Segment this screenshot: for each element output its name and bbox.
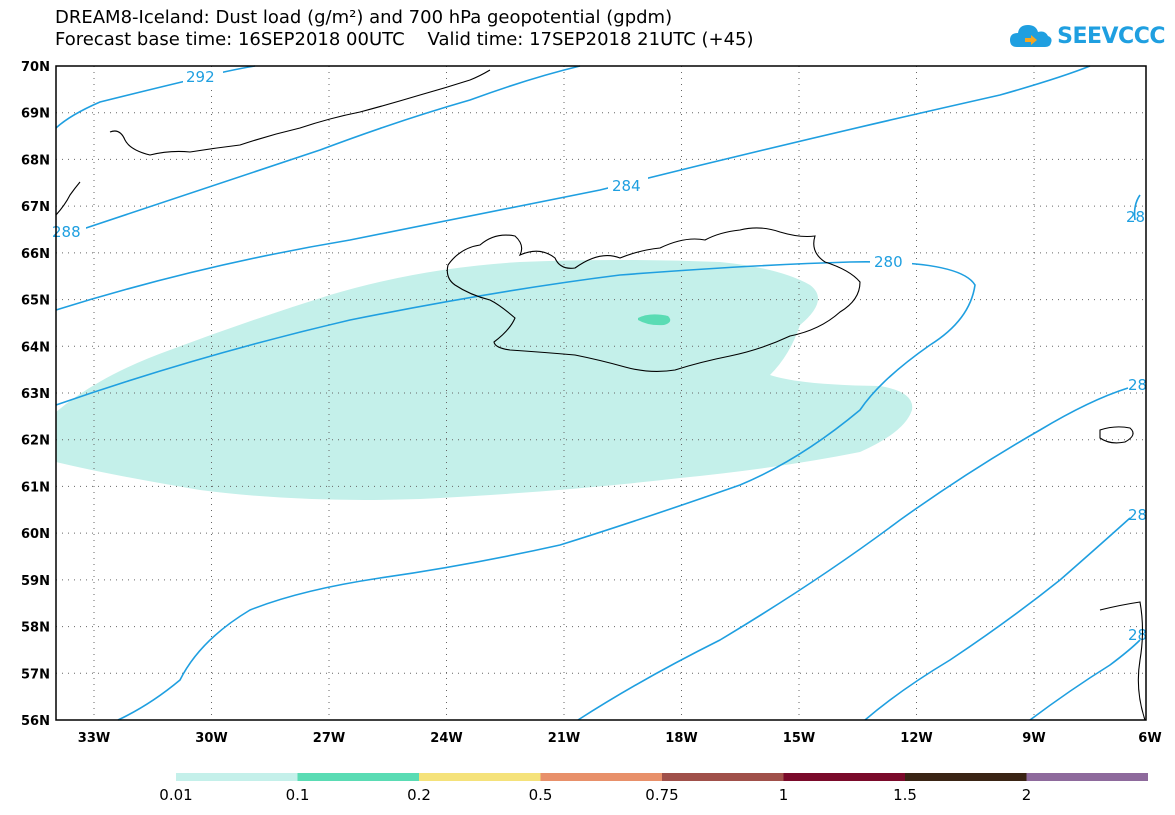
- contour-label-292: 292: [186, 68, 215, 86]
- dust-area-medium: [638, 314, 671, 326]
- geopotential-contours: [55, 65, 1141, 721]
- contour-276a: [577, 387, 1129, 721]
- coastlines: [55, 69, 1146, 721]
- lat-label: 70N: [21, 60, 50, 75]
- seevccc-logo: SEEVCCC: [1009, 18, 1165, 54]
- lon-label: 27W: [313, 731, 345, 746]
- logo-text: SEEVCCC: [1057, 23, 1165, 49]
- lat-label: 62N: [21, 434, 50, 449]
- legend-label: 1: [779, 786, 789, 804]
- legend-swatch: [905, 773, 1027, 781]
- legend-label: 0.2: [407, 786, 431, 804]
- latitude-labels: 70N 69N 68N 67N 66N 65N 64N 63N 62N 61N 60N 59N 58N 5…: [21, 60, 50, 729]
- greenland-coast-west: [55, 181, 81, 216]
- lat-label: 69N: [21, 107, 50, 122]
- lat-label: 61N: [21, 480, 50, 495]
- iceland-coast: [446, 227, 861, 373]
- legend-swatch: [783, 773, 905, 781]
- lat-label: 64N: [21, 340, 50, 355]
- faroe-islands: [1099, 426, 1134, 444]
- lat-label: 60N: [21, 527, 50, 542]
- cloud-icon: [1010, 25, 1052, 47]
- contour-label-28-b: 28: [1128, 376, 1147, 394]
- legend-label: 0.75: [645, 786, 678, 804]
- lon-label: 15W: [783, 731, 815, 746]
- legend-swatch: [540, 773, 662, 781]
- lat-label: 57N: [21, 667, 50, 682]
- lon-label: 24W: [430, 731, 462, 746]
- legend-swatch: [297, 773, 419, 781]
- contour-276b: [864, 517, 1131, 721]
- lat-label: 68N: [21, 153, 50, 168]
- legend-swatch: [662, 773, 784, 781]
- legend-swatch: [419, 773, 541, 781]
- lon-label: 18W: [665, 731, 697, 746]
- contour-label-28-c: 28: [1128, 506, 1147, 524]
- contour-276c: [1133, 194, 1141, 221]
- contour-label-group: 292 288 284 280 28 28 28 28: [52, 67, 1147, 644]
- lon-label: 21W: [548, 731, 580, 746]
- longitude-labels: 33W 30W 27W 24W 21W 18W 15W 12W 9W 6W: [78, 731, 1162, 746]
- lat-label: 56N: [21, 714, 50, 729]
- legend-label: 1.5: [893, 786, 917, 804]
- color-legend: 0.01 0.1 0.2 0.5 0.75 1 1.5 2: [159, 773, 1148, 804]
- contour-label-284: 284: [612, 177, 641, 195]
- contour-label-288: 288: [52, 223, 81, 241]
- map-title: DREAM8-Iceland: Dust load (g/m²) and 700…: [55, 7, 673, 28]
- lon-label: 12W: [900, 731, 932, 746]
- lon-label: 9W: [1022, 731, 1045, 746]
- map-frame: [55, 65, 1147, 721]
- greenland-coast: [109, 69, 491, 156]
- scotland-coast: [1099, 601, 1146, 721]
- contour-272: [1029, 639, 1141, 721]
- lat-label: 63N: [21, 387, 50, 402]
- contour-label-28-a: 28: [1126, 208, 1145, 226]
- contour-284: [55, 65, 1091, 311]
- legend-swatch: [1026, 773, 1148, 781]
- lat-label: 59N: [21, 574, 50, 589]
- contour-label-28-d: 28: [1128, 626, 1147, 644]
- contour-292: [55, 65, 256, 129]
- lon-label: 33W: [78, 731, 110, 746]
- lon-label: 30W: [195, 731, 227, 746]
- legend-swatch: [176, 773, 298, 781]
- lat-label: 66N: [21, 247, 50, 262]
- legend-label: 0.01: [159, 786, 192, 804]
- contour-280: [55, 261, 976, 721]
- legend-label: 0.1: [286, 786, 310, 804]
- lat-label: 58N: [21, 621, 50, 636]
- contour-label-280: 280: [874, 253, 903, 271]
- contour-288: [79, 65, 581, 231]
- forecast-time-info: Forecast base time: 16SEP2018 00UTC Vali…: [55, 29, 754, 50]
- legend-label: 0.5: [529, 786, 553, 804]
- lon-label: 6W: [1138, 731, 1161, 746]
- lat-label: 67N: [21, 200, 50, 215]
- graticule: [56, 66, 1146, 720]
- lat-label: 65N: [21, 294, 50, 309]
- legend-label: 2: [1022, 786, 1032, 804]
